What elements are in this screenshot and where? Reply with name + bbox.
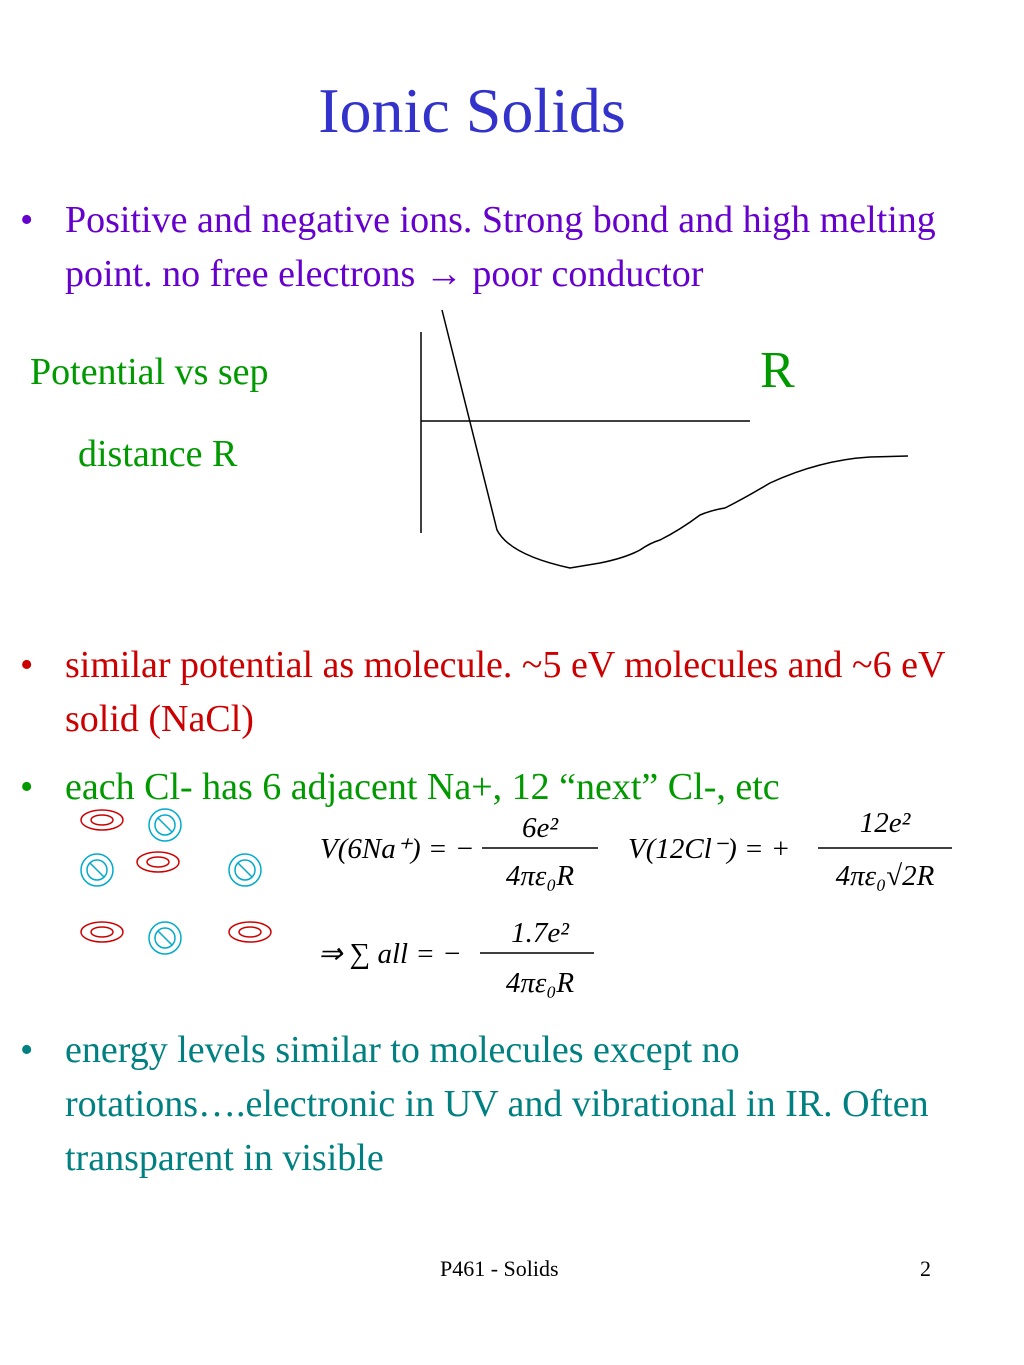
cation-icons bbox=[80, 808, 262, 955]
equation-denominator: 4πε₀R bbox=[506, 860, 575, 892]
arrow: → bbox=[424, 253, 463, 295]
text: Positive and negative ions. Strong bond … bbox=[65, 199, 936, 295]
anion-icons bbox=[80, 809, 272, 943]
slide-title: Ionic Solids bbox=[318, 75, 626, 146]
text: poor conductor bbox=[472, 253, 704, 295]
equation-denominator: 4πε₀R bbox=[506, 967, 575, 999]
bullet-marker: • bbox=[20, 644, 34, 686]
bullet-text: energy levels similar to molecules excep… bbox=[65, 1029, 929, 1179]
bullet-marker: • bbox=[20, 766, 34, 808]
plot-label: distance R bbox=[78, 433, 238, 475]
bullet-marker: • bbox=[20, 1029, 34, 1071]
equation-lhs: ⇒ ∑ all = − bbox=[318, 938, 462, 970]
plot-label: Potential vs sep bbox=[30, 351, 269, 393]
axis-label: R bbox=[760, 342, 795, 399]
page-number: 2 bbox=[920, 1256, 931, 1281]
equation-numerator: 12e² bbox=[860, 807, 912, 839]
bullet-marker: • bbox=[20, 199, 34, 241]
bullet-text: each Cl- has 6 adjacent Na+, 12 “next” C… bbox=[65, 766, 780, 808]
equation-denominator: 4πε₀√2R bbox=[836, 860, 935, 892]
bullet-text: Positive and negative ions. Strong bond … bbox=[65, 193, 1010, 301]
equation-lhs: V(6Na⁺) = − bbox=[320, 833, 474, 865]
bullet-text: similar potential as molecule. ~5 eV mol… bbox=[65, 644, 945, 740]
equation-lhs: V(12Cl⁻) = + bbox=[628, 833, 790, 865]
equation-numerator: 1.7e² bbox=[511, 917, 570, 949]
footer-course: P461 - Solids bbox=[440, 1256, 559, 1281]
potential-curve bbox=[441, 309, 909, 569]
equation-numerator: 6e² bbox=[522, 812, 559, 844]
